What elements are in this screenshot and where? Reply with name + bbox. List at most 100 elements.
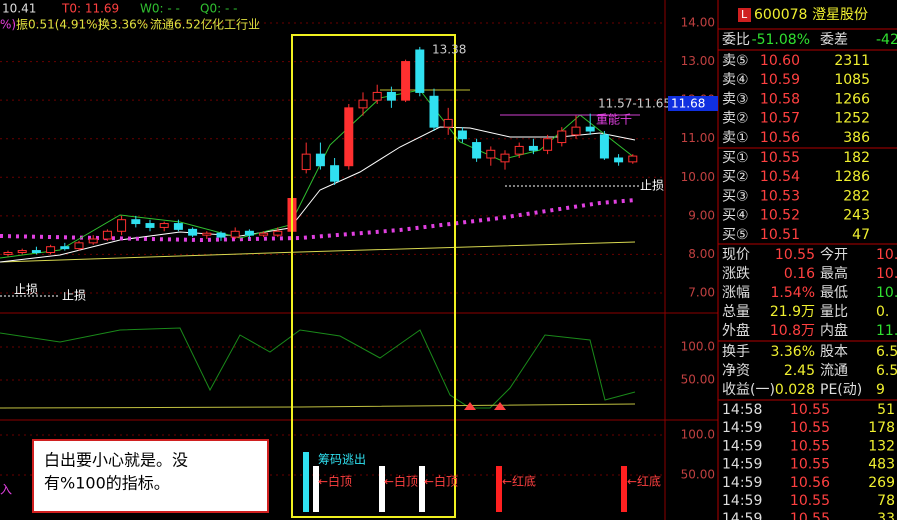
quote-text: 10.51 [760, 227, 800, 243]
quote-text: 涨跌 [722, 266, 750, 282]
candle-body [301, 153, 311, 171]
stop-label: 止损 [62, 289, 86, 303]
logo [738, 8, 751, 22]
quote-text: 47 [852, 227, 870, 243]
quote-text: 现价 [722, 247, 750, 263]
candle-body [358, 99, 368, 109]
candle-body [202, 232, 212, 236]
quote-text: 量比 [820, 304, 848, 320]
y-tick-label: 50.00 [681, 468, 715, 482]
ma-line [0, 241, 636, 263]
logo-text: L [741, 8, 748, 21]
quote-text: 14:59 [722, 420, 762, 436]
quote-text: 0.16 [784, 266, 815, 282]
quote-text: 换手 [722, 343, 750, 360]
candle-body [74, 242, 84, 250]
candle-body [145, 223, 155, 228]
signal-bar [379, 466, 385, 512]
quote-text: 14:59 [722, 438, 762, 454]
quote-text: 9 [876, 382, 885, 398]
quote-text: 182 [843, 150, 870, 166]
quote-text: 外盘 [722, 322, 750, 339]
quote-text: 78 [877, 493, 895, 509]
stop-label: 止损 [640, 179, 664, 193]
candle-body [273, 230, 283, 236]
quote-text: 买③ [722, 188, 749, 204]
candle-body [543, 138, 553, 151]
w0: W0: - - [140, 2, 180, 16]
stock-name: 澄星股份 [812, 7, 868, 23]
range-label: 11.57-11.65 [598, 97, 671, 111]
quote-text: 买⑤ [722, 227, 749, 243]
indicator-line [0, 327, 636, 409]
candle-body [344, 107, 354, 167]
candle-body [528, 145, 538, 151]
quote-text: 10.56 [760, 130, 800, 146]
quote-text: 21.9万 [770, 304, 815, 320]
quote-text: 0. [876, 304, 889, 320]
signal-bar [621, 466, 627, 512]
quote-text: 10.55 [790, 420, 830, 436]
candle-body [330, 165, 340, 182]
quote-text: 净资 [722, 363, 750, 379]
quote-text: 买① [722, 150, 749, 166]
price-tag-text: 11.68 [671, 97, 705, 111]
info: 化工行业 [212, 18, 260, 32]
buy-arrow [464, 402, 506, 410]
candle-body [216, 232, 226, 238]
quote-text: 卖④ [722, 72, 749, 88]
quote-text: 51 [877, 402, 895, 418]
quote-text: 11.1 [876, 323, 897, 339]
signal-label: ←红底 [627, 474, 661, 489]
candle-body [557, 130, 567, 144]
quote-text: 33 [877, 511, 895, 520]
quote-text: 买② [722, 169, 749, 185]
candle-body [31, 250, 41, 253]
quote-text: 2.45 [784, 363, 815, 379]
quote-text: 10.55 [790, 438, 830, 454]
quote-text: 178 [868, 420, 895, 436]
quote-text: 2311 [834, 53, 870, 69]
quote-text: 卖③ [722, 91, 749, 107]
candle-body [60, 246, 70, 250]
quote-text: 10.57 [760, 111, 800, 127]
quote-text: 10.8万 [770, 323, 815, 339]
quote-text: 股本 [820, 344, 848, 360]
candle-body [585, 126, 595, 132]
signal-label: ←白顶 [424, 474, 458, 489]
stock-code: 600078 [754, 7, 807, 23]
quote-text: 1266 [834, 91, 870, 107]
y-tick-label: 100.0 [681, 340, 715, 354]
quote-text: 10.55 [775, 247, 815, 263]
y-tick-label: 8.00 [688, 247, 715, 261]
candle-body [486, 149, 496, 159]
quote-text: 0.028 [775, 382, 815, 398]
quote-text: 3.36% [771, 344, 815, 360]
candle-body [259, 232, 269, 236]
candle-body [429, 95, 439, 128]
quote-text: 10.55 [790, 457, 830, 473]
quote-text: 10.53 [760, 188, 800, 204]
quote-text: 1085 [834, 72, 870, 88]
quote-text: 10.55 [790, 402, 830, 418]
quote-text: PE(动) [820, 382, 862, 398]
q0: Q0: - - [200, 2, 237, 16]
candle-body [131, 219, 141, 225]
candle-body [514, 145, 524, 155]
line-label: 重能千 [596, 113, 632, 127]
quote-text: 10.55 [790, 493, 830, 509]
quote-text: 10. [876, 266, 897, 282]
quote-text: 买④ [722, 208, 749, 224]
quote-text: 10.52 [760, 208, 800, 224]
quote-text: 10.59 [760, 72, 800, 88]
candle-body [173, 223, 183, 230]
quote-text: 卖② [722, 111, 749, 127]
quote-text: 最高 [820, 265, 848, 282]
quote-text: 总量 [722, 304, 750, 320]
candle-body [117, 219, 127, 232]
quote-text: 14:58 [722, 402, 762, 418]
candle-body [386, 91, 396, 101]
candle-body [17, 250, 27, 253]
indicator-line [0, 403, 636, 409]
candle-body [571, 126, 581, 136]
